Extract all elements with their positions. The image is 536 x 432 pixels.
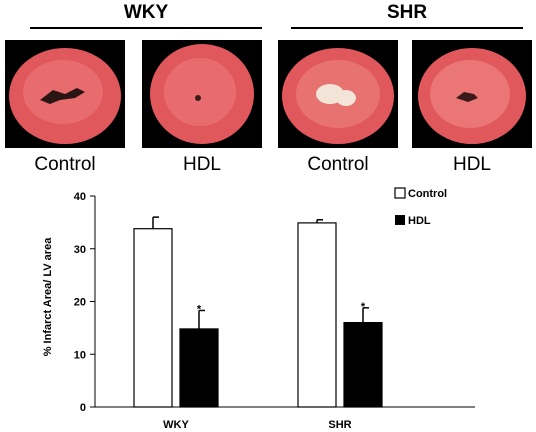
heart-section-wky-control (5, 40, 125, 148)
legend-label-control: Control (408, 188, 447, 200)
condition-label-shr-control: Control (307, 154, 369, 175)
legend-label-hdl: HDL (408, 215, 431, 227)
significance-marker-hdl-wky: * (197, 303, 202, 315)
heart-section-shr-control (278, 40, 398, 148)
condition-label-wky-hdl: HDL (182, 154, 221, 175)
x-tick-label-wky: WKY (163, 419, 189, 431)
bar-hdl-wky (179, 328, 219, 408)
bar-hdl-shr (343, 322, 383, 408)
bar-control-shr (297, 222, 337, 408)
y-tick-label-1: 10 (74, 349, 86, 361)
y-tick-label-4: 40 (74, 191, 86, 203)
group-label-shr: SHR (386, 2, 428, 23)
bar-control-wky (133, 228, 173, 408)
heart-section-wky-hdl (142, 40, 262, 148)
x-tick-label-shr: SHR (328, 419, 351, 431)
y-tick-label-2: 20 (74, 297, 86, 309)
y-tick-label-0: 0 (80, 402, 86, 414)
group-rule-wky (30, 27, 262, 29)
group-label-wky: WKY (123, 2, 169, 23)
y-axis-label: % Infarct Area/ LV area (42, 237, 54, 356)
condition-label-wky-control: Control (34, 154, 96, 175)
legend-swatch-hdl (395, 215, 405, 225)
significance-marker-hdl-shr: * (361, 301, 366, 313)
y-tick-label-3: 30 (74, 244, 86, 256)
infarct-bar-chart: % Infarct Area/ LV area 0 10 20 30 40 WKY * SHR… (42, 187, 475, 431)
heart-section-shr-hdl (412, 40, 532, 148)
group-rule-shr (291, 27, 523, 29)
legend-swatch-control (394, 187, 406, 199)
condition-label-shr-hdl: HDL (452, 154, 491, 175)
